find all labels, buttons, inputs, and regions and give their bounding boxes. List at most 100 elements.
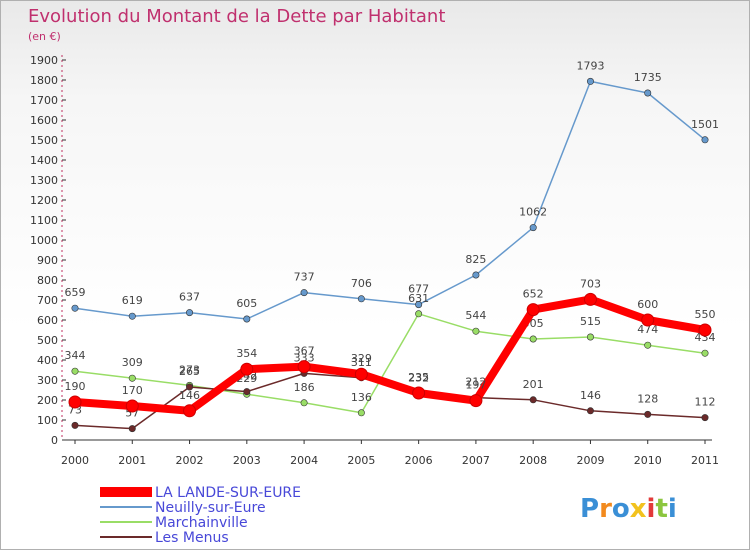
y-tick-label: 1900 bbox=[30, 54, 58, 67]
data-label: 659 bbox=[65, 286, 86, 299]
data-point bbox=[583, 292, 597, 306]
data-point bbox=[183, 404, 197, 418]
data-point bbox=[472, 271, 480, 279]
data-label: 1735 bbox=[634, 71, 662, 84]
y-tick-label: 100 bbox=[37, 414, 58, 427]
data-point bbox=[469, 394, 483, 408]
data-point bbox=[415, 310, 423, 318]
x-tick-label: 2004 bbox=[290, 454, 318, 467]
data-label: 515 bbox=[580, 315, 601, 328]
x-tick-label: 2003 bbox=[233, 454, 261, 467]
data-point bbox=[529, 335, 537, 343]
legend-swatch bbox=[100, 506, 152, 508]
data-label: 367 bbox=[294, 345, 315, 358]
data-label: 677 bbox=[408, 283, 429, 296]
data-point bbox=[698, 323, 712, 337]
data-label: 631 bbox=[408, 292, 429, 305]
data-label: 619 bbox=[122, 294, 143, 307]
y-tick-label: 700 bbox=[37, 294, 58, 307]
y-tick-label: 1500 bbox=[30, 134, 58, 147]
x-tick-label: 2011 bbox=[691, 454, 719, 467]
data-point bbox=[68, 395, 82, 409]
x-tick-label: 2000 bbox=[61, 454, 89, 467]
data-label: 235 bbox=[408, 371, 429, 384]
y-tick-label: 400 bbox=[37, 354, 58, 367]
data-label: 201 bbox=[523, 378, 544, 391]
y-tick-label: 1100 bbox=[30, 214, 58, 227]
x-tick-label: 2006 bbox=[405, 454, 433, 467]
data-point bbox=[644, 410, 652, 418]
x-tick-label: 2010 bbox=[634, 454, 662, 467]
x-tick-label: 2001 bbox=[118, 454, 146, 467]
series-la-lande-sur-eure: 190 170 146 354 367 329 235 197 652 703 600 550 bbox=[65, 277, 716, 418]
data-label: 344 bbox=[65, 349, 86, 362]
data-label: 825 bbox=[465, 253, 486, 266]
x-tick-label: 2002 bbox=[176, 454, 204, 467]
legend-label: LA LANDE-SUR-EURE bbox=[155, 485, 301, 501]
data-point bbox=[701, 136, 709, 144]
data-label: 136 bbox=[351, 391, 372, 404]
y-tick-label: 1800 bbox=[30, 74, 58, 87]
data-label: 637 bbox=[179, 291, 200, 304]
legend-label: Les Menus bbox=[155, 530, 229, 546]
data-label: 128 bbox=[637, 392, 658, 405]
logo-letter: P bbox=[580, 494, 599, 524]
data-point bbox=[243, 388, 251, 396]
data-label: 544 bbox=[465, 309, 486, 322]
data-point bbox=[128, 374, 136, 382]
data-label: 311 bbox=[351, 356, 372, 369]
data-label: 1793 bbox=[576, 59, 604, 72]
data-point bbox=[300, 289, 308, 297]
legend-swatch bbox=[100, 536, 152, 538]
data-point bbox=[701, 414, 709, 422]
legend: LA LANDE-SUR-EURENeuilly-sur-EureMarchai… bbox=[100, 485, 301, 546]
data-point bbox=[71, 304, 79, 312]
data-label: 652 bbox=[523, 288, 544, 301]
logo-letter: o bbox=[612, 494, 630, 524]
data-point bbox=[186, 383, 194, 391]
data-label: 170 bbox=[122, 384, 143, 397]
logo-letter: x bbox=[630, 494, 647, 524]
series-line bbox=[74, 295, 706, 415]
logo-letter: r bbox=[599, 494, 612, 524]
data-label: 273 bbox=[179, 363, 200, 376]
y-tick-label: 1300 bbox=[30, 174, 58, 187]
logo-letter: i bbox=[668, 494, 677, 524]
data-label: 474 bbox=[637, 323, 658, 336]
data-point bbox=[297, 360, 311, 374]
data-label: 190 bbox=[65, 380, 86, 393]
data-point bbox=[125, 399, 139, 413]
data-label: 333 bbox=[294, 351, 315, 364]
data-point bbox=[71, 421, 79, 429]
data-label: 1501 bbox=[691, 118, 719, 131]
logo-letter: t bbox=[655, 494, 667, 524]
data-point bbox=[644, 341, 652, 349]
y-tick-label: 1200 bbox=[30, 194, 58, 207]
data-point bbox=[586, 407, 594, 415]
series-line bbox=[74, 80, 706, 320]
y-tick-label: 1000 bbox=[30, 234, 58, 247]
data-point bbox=[71, 367, 79, 375]
data-point bbox=[128, 312, 136, 320]
data-point bbox=[243, 315, 251, 323]
legend-swatch bbox=[100, 521, 152, 523]
data-label: 146 bbox=[580, 389, 601, 402]
svg-text:Proxiti: Proxiti bbox=[580, 494, 677, 524]
y-tick-label: 1600 bbox=[30, 114, 58, 127]
data-point bbox=[240, 362, 254, 376]
y-tick-label: 1400 bbox=[30, 154, 58, 167]
data-point bbox=[586, 77, 594, 85]
proxiti-logo: Proxiti bbox=[580, 494, 677, 524]
data-point bbox=[472, 327, 480, 335]
y-tick-label: 600 bbox=[37, 314, 58, 327]
y-tick-label: 0 bbox=[51, 434, 58, 447]
series-layer: 659 619 637 605 737 706 677 825 1062 1793 1735 1501… bbox=[65, 59, 719, 433]
data-label: 600 bbox=[637, 298, 658, 311]
data-point bbox=[412, 386, 426, 400]
logo-letter: i bbox=[647, 494, 656, 524]
data-label: 197 bbox=[465, 379, 486, 392]
data-point bbox=[354, 367, 368, 381]
data-point bbox=[415, 301, 423, 309]
